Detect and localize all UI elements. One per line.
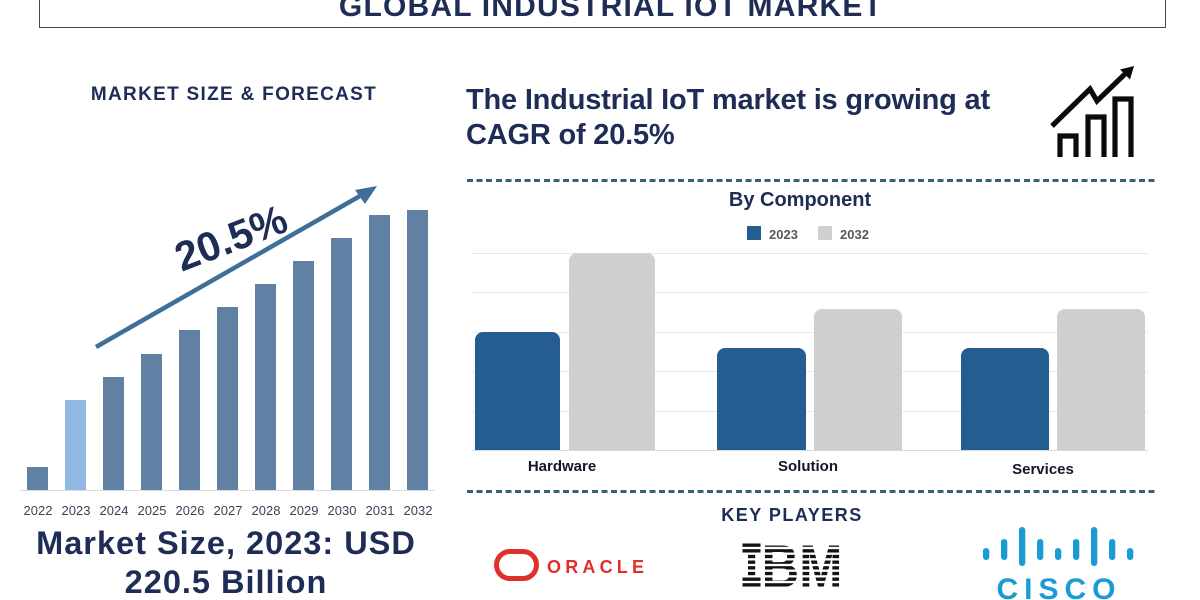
svg-text:CISCO: CISCO (997, 573, 1122, 600)
svg-text:BM: BM (762, 543, 843, 589)
